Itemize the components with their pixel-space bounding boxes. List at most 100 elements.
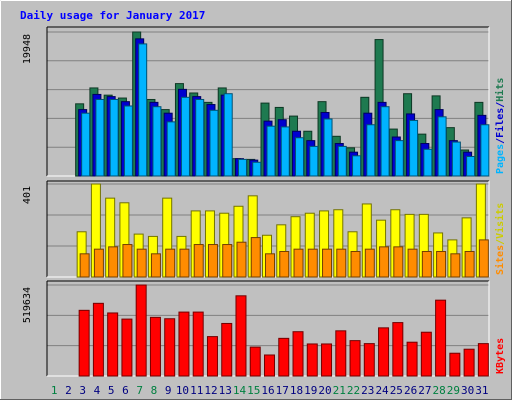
bar-kbytes-day-6 <box>121 318 133 377</box>
bar-pages-day-20 <box>323 118 333 177</box>
x-tick-label: 21 <box>333 384 346 397</box>
bar-sites-day-5 <box>108 246 119 278</box>
bar-pages-day-22 <box>352 155 362 177</box>
bar-pages-day-23 <box>366 124 376 177</box>
bar-sites-day-31 <box>478 239 489 278</box>
bar-sites-day-26 <box>407 248 418 278</box>
x-tick-label: 17 <box>276 384 289 397</box>
axis-max-label: 519634 <box>22 287 33 323</box>
legend-visits_sites: Sites/Visits <box>494 203 506 275</box>
bar-pages-day-19 <box>309 145 319 177</box>
bar-pages-day-15 <box>252 161 262 177</box>
bar-kbytes-day-24 <box>378 327 390 377</box>
bar-pages-day-27 <box>423 148 433 177</box>
bar-pages-day-16 <box>266 125 276 177</box>
bar-pages-day-31 <box>480 124 490 177</box>
legend-entry: KBytes <box>495 338 506 374</box>
bar-kbytes-day-12 <box>206 336 218 377</box>
bar-sites-day-6 <box>122 244 133 278</box>
legend-entry: / <box>495 138 506 144</box>
bar-kbytes-day-21 <box>335 330 347 377</box>
bar-kbytes-day-15 <box>249 346 261 377</box>
x-tick-label: 26 <box>404 384 417 397</box>
x-tick-label: 28 <box>432 384 445 397</box>
bar-kbytes-day-18 <box>292 331 304 377</box>
bar-pages-day-9 <box>166 121 176 177</box>
bar-sites-day-25 <box>393 246 404 278</box>
bar-pages-day-17 <box>280 126 290 177</box>
axis-max-label: 19948 <box>22 34 33 64</box>
x-tick-label: 9 <box>165 384 172 397</box>
bar-pages-day-12 <box>209 109 219 177</box>
bar-sites-day-30 <box>464 250 475 278</box>
legend-entry: Files <box>494 108 506 138</box>
bar-kbytes-day-31 <box>477 343 489 377</box>
legend-entry: Pages <box>495 144 506 174</box>
bar-pages-day-26 <box>409 119 419 177</box>
x-tick-label: 27 <box>418 384 431 397</box>
x-tick-label: 22 <box>347 384 360 397</box>
bar-sites-day-17 <box>279 250 290 278</box>
x-tick-label: 18 <box>290 384 303 397</box>
axis-max-label: 401 <box>22 186 33 204</box>
x-tick-label: 4 <box>94 384 101 397</box>
bar-pages-day-5 <box>109 98 119 177</box>
bar-kbytes-day-3 <box>78 309 90 377</box>
bar-sites-day-22 <box>350 250 361 278</box>
legend-kbytes: KBytes <box>495 338 506 374</box>
bar-sites-day-9 <box>165 248 176 278</box>
x-tick-label: 1 <box>51 384 58 397</box>
bar-pages-day-30 <box>466 156 476 177</box>
bar-sites-day-4 <box>93 248 104 278</box>
legend-entry: / <box>495 239 506 245</box>
bar-pages-day-25 <box>394 140 404 177</box>
bar-sites-day-23 <box>364 248 375 278</box>
bar-kbytes-day-23 <box>363 343 375 377</box>
bar-kbytes-day-19 <box>306 343 318 377</box>
bar-sites-day-18 <box>293 248 304 278</box>
bar-kbytes-day-14 <box>235 295 247 377</box>
x-tick-label: 13 <box>219 384 232 397</box>
bar-sites-day-28 <box>436 250 447 278</box>
bar-pages-day-4 <box>95 98 105 177</box>
x-tick-label: 30 <box>461 384 474 397</box>
x-tick-label: 20 <box>318 384 331 397</box>
chart-title: Daily usage for January 2017 <box>20 9 205 22</box>
bar-sites-day-19 <box>307 248 318 278</box>
legend-entry: Sites <box>494 245 506 275</box>
x-tick-label: 5 <box>108 384 115 397</box>
bar-sites-day-20 <box>322 248 333 278</box>
bar-kbytes-day-4 <box>92 302 104 377</box>
bar-sites-day-3 <box>79 253 90 278</box>
bar-pages-day-10 <box>180 96 190 177</box>
bar-pages-day-14 <box>237 158 247 177</box>
x-tick-label: 29 <box>447 384 460 397</box>
bar-pages-day-21 <box>337 145 347 177</box>
x-tick-label: 24 <box>375 384 389 397</box>
bar-kbytes-day-17 <box>278 337 290 377</box>
legend-pages_files_hits: Pages/Files/Hits <box>494 78 506 174</box>
x-tick-label: 16 <box>261 384 274 397</box>
bar-kbytes-day-10 <box>178 311 190 377</box>
x-tick-label: 19 <box>304 384 317 397</box>
bar-kbytes-day-26 <box>406 341 418 377</box>
bar-kbytes-day-5 <box>107 312 119 377</box>
bar-kbytes-day-11 <box>192 311 204 377</box>
x-tick-label: 25 <box>390 384 403 397</box>
x-tick-label: 31 <box>475 384 488 397</box>
bar-kbytes-day-7 <box>135 284 147 377</box>
bar-kbytes-day-13 <box>221 322 233 377</box>
bar-sites-day-15 <box>250 237 261 278</box>
bar-pages-day-8 <box>152 106 162 177</box>
legend-entry: / <box>495 102 506 108</box>
bar-kbytes-day-16 <box>264 354 275 377</box>
bar-sites-day-14 <box>236 241 247 278</box>
bar-sites-day-10 <box>179 248 190 278</box>
x-tick-label: 12 <box>204 384 217 397</box>
x-tick-label: 8 <box>151 384 158 397</box>
bar-sites-day-13 <box>222 244 233 278</box>
x-tick-label: 23 <box>361 384 374 397</box>
bar-kbytes-day-8 <box>149 316 161 377</box>
bar-kbytes-day-29 <box>449 352 461 377</box>
bar-sites-day-12 <box>207 244 218 278</box>
